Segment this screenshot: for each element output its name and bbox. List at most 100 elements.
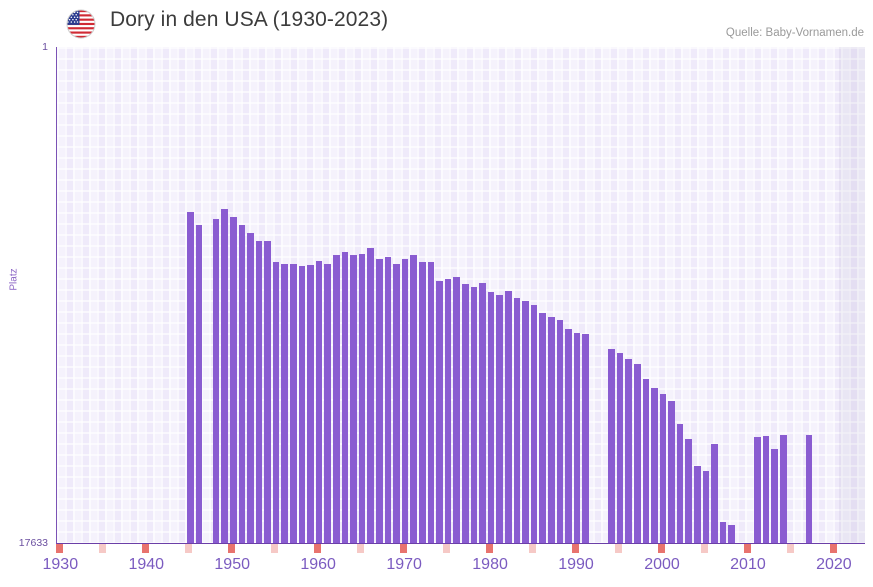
bar-1981 — [496, 294, 503, 543]
bar-2005 — [702, 470, 710, 543]
bar-1946 — [195, 224, 203, 543]
bar-1948 — [212, 219, 220, 543]
x-tick-2000 — [657, 544, 665, 553]
bar-1951 — [238, 224, 246, 543]
bar-2017 — [805, 435, 813, 543]
x-tick-1970 — [399, 544, 407, 553]
bar-1945 — [186, 211, 194, 543]
bar-1987 — [547, 317, 555, 543]
bar-1949 — [221, 209, 228, 543]
y-axis-tick-top: 1 — [42, 41, 48, 53]
bar-1964 — [350, 254, 357, 543]
x-tick-2020 — [829, 544, 837, 553]
bar-1997 — [633, 364, 641, 543]
bar-1984 — [522, 301, 529, 543]
bar-1995 — [616, 352, 624, 543]
bar-1989 — [565, 329, 572, 543]
bar-2001 — [668, 401, 675, 543]
bar-1961 — [324, 263, 332, 543]
x-tick-1950 — [227, 544, 235, 553]
x-tick-2010 — [743, 544, 751, 553]
bar-1953 — [255, 241, 263, 543]
bar-1973 — [427, 261, 435, 543]
bar-1985 — [530, 304, 538, 543]
y-axis-tick-bottom: 17633 — [18, 537, 48, 549]
x-tick-1990 — [571, 544, 579, 553]
bar-2014 — [780, 435, 787, 543]
x-axis-label-1960: 1960 — [300, 556, 336, 573]
x-tick-1945 — [184, 544, 192, 553]
x-axis-label-2020: 2020 — [816, 556, 852, 573]
bar-1967 — [376, 259, 383, 543]
bar-1994 — [608, 349, 615, 543]
x-tick-1985 — [528, 544, 536, 553]
x-tick-1930 — [56, 544, 63, 553]
bar-1976 — [453, 276, 460, 543]
x-tick-1995 — [614, 544, 622, 553]
x-tick-1965 — [356, 544, 364, 553]
bar-2003 — [685, 439, 693, 543]
bar-1956 — [281, 263, 289, 543]
bar-1960 — [315, 260, 323, 543]
bar-1968 — [384, 256, 392, 543]
bar-1969 — [393, 263, 400, 543]
x-tick-1960 — [313, 544, 321, 553]
bar-2002 — [676, 423, 684, 543]
bar-1986 — [539, 312, 546, 543]
x-tick-2005 — [700, 544, 708, 553]
bar-1952 — [247, 232, 254, 543]
bar-1971 — [410, 255, 418, 543]
bar-2013 — [771, 449, 779, 543]
x-tick-1940 — [141, 544, 149, 553]
bar-1963 — [341, 251, 349, 543]
y-axis-label: Platz — [8, 268, 20, 291]
x-axis-label-1990: 1990 — [558, 556, 594, 573]
x-tick-1935 — [98, 544, 106, 553]
bar-1966 — [367, 248, 375, 543]
bar-2012 — [762, 435, 770, 543]
bar-1975 — [444, 279, 452, 543]
x-tick-1975 — [442, 544, 450, 553]
bar-2007 — [719, 522, 727, 543]
bar-series — [57, 47, 865, 543]
bar-1955 — [272, 261, 280, 543]
x-axis-ticks — [56, 544, 864, 553]
x-tick-1980 — [485, 544, 493, 553]
bar-1972 — [419, 261, 426, 543]
bar-1950 — [229, 217, 237, 543]
bar-1982 — [504, 291, 512, 543]
chart-header: Dory in den USA (1930-2023) Quelle: Baby… — [0, 0, 873, 44]
bar-2000 — [659, 393, 667, 543]
x-axis-label-2010: 2010 — [730, 556, 766, 573]
x-axis-label-1950: 1950 — [214, 556, 250, 573]
us-flag-icon — [63, 9, 99, 39]
bar-1958 — [298, 266, 306, 543]
bar-1979 — [479, 282, 486, 543]
plot-area — [56, 47, 865, 544]
bar-1970 — [401, 259, 409, 543]
x-axis-label-1930: 1930 — [42, 556, 79, 573]
bar-1980 — [487, 291, 495, 543]
x-axis-label-2000: 2000 — [644, 556, 680, 573]
bar-1962 — [333, 255, 340, 543]
bar-1977 — [462, 283, 469, 543]
bar-2011 — [754, 436, 761, 543]
bar-1998 — [642, 378, 650, 543]
bar-1954 — [264, 241, 271, 543]
bar-2008 — [728, 525, 736, 543]
x-axis-label-1970: 1970 — [386, 556, 422, 573]
source-label: Quelle: Baby-Vornamen.de — [725, 27, 864, 39]
bar-1959 — [307, 264, 314, 543]
bar-1996 — [625, 358, 632, 543]
bar-1965 — [358, 253, 366, 543]
bar-1991 — [582, 333, 589, 543]
bar-1983 — [513, 298, 521, 543]
page-title: Dory in den USA (1930-2023) — [110, 8, 389, 31]
bar-1988 — [556, 319, 564, 543]
x-axis-label-1940: 1940 — [128, 556, 165, 573]
x-axis-label-1980: 1980 — [472, 556, 508, 573]
bar-1957 — [290, 264, 297, 543]
bar-1990 — [573, 332, 581, 543]
bar-2006 — [711, 443, 718, 543]
